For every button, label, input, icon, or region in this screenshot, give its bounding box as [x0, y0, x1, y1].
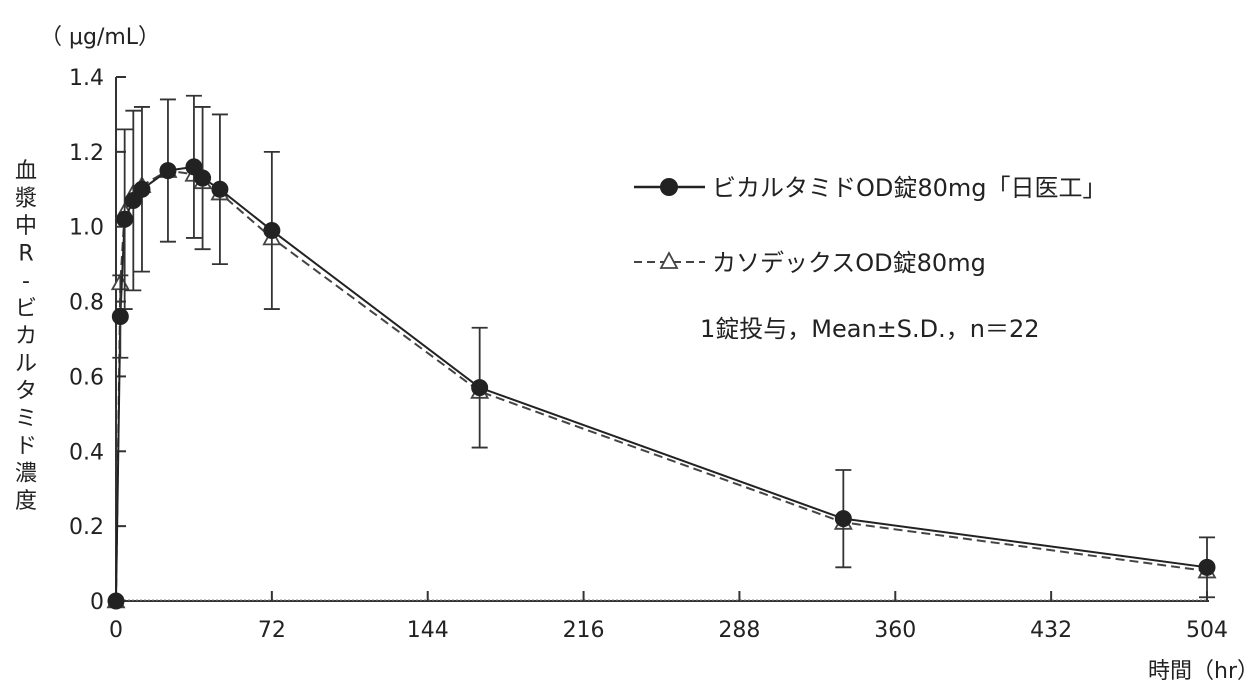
legend-label-1: ビカルタミドOD錠80mg「日医工」: [712, 174, 1107, 202]
legend: ビカルタミドOD錠80mg「日医工」カソデックスOD錠80mg: [634, 174, 1107, 277]
y-axis-title-char: カ: [15, 324, 37, 349]
y-axis-title-char: タ: [15, 379, 37, 404]
y-tick-label: 0: [90, 590, 104, 615]
y-axis-title-char: R: [18, 242, 33, 267]
x-tick-label: 0: [109, 618, 123, 643]
y-tick-label: 1.4: [69, 66, 104, 91]
y-axis-title-char: -: [22, 269, 30, 294]
series-layer: [106, 94, 1217, 610]
data-point: [471, 379, 489, 397]
legend-marker-2: [659, 251, 679, 269]
y-tick-label: 0.4: [69, 440, 104, 465]
legend-marker-1: [660, 178, 678, 196]
x-tick-label: 216: [563, 618, 605, 643]
y-axis-title-char: ミ: [15, 407, 37, 432]
data-point: [263, 221, 281, 239]
y-tick-label: 0.8: [69, 291, 104, 316]
data-point: [834, 510, 852, 528]
data-point: [211, 180, 229, 198]
data-point: [194, 169, 212, 187]
y-axis-title-char: 度: [15, 489, 37, 514]
y-axis-title-char: 濃: [15, 462, 37, 487]
x-tick-label: 504: [1186, 618, 1228, 643]
x-tick-label: 288: [718, 618, 760, 643]
y-axis-title-char: ド: [15, 434, 37, 459]
series-1: [107, 94, 1216, 610]
data-point: [107, 592, 125, 610]
y-tick-label: 0.6: [69, 365, 104, 390]
y-tick-label: 1.0: [69, 216, 104, 241]
y-axis-title-char: 漿: [15, 187, 37, 212]
x-tick-label: 144: [407, 618, 449, 643]
data-point: [1198, 558, 1216, 576]
data-point: [159, 162, 177, 180]
data-point: [124, 192, 142, 210]
data-point: [185, 158, 203, 176]
legend-label-2: カソデックスOD錠80mg: [712, 249, 986, 277]
x-tick-label: 72: [258, 618, 286, 643]
axes: 0 0.2 0.4 0.6 0.8 1.0 1.2 1.4 0 72 144 216 288 360 432…: [69, 66, 1228, 643]
y-tick-label: 0.2: [69, 515, 104, 540]
data-point: [111, 308, 129, 326]
y-axis-title-char: 血: [15, 159, 37, 184]
data-point: [116, 210, 134, 228]
x-axis-title: 時間（hr）: [1148, 659, 1259, 684]
y-axis-title-char: ビ: [15, 297, 37, 322]
chart-note: 1錠投与，Mean±S.D.，n＝22: [700, 315, 1040, 343]
y-tick-label: 1.2: [69, 141, 104, 166]
y-axis-title-char: ル: [15, 352, 37, 377]
y-unit-label: （ μg/mL）: [40, 25, 160, 50]
x-tick-label: 360: [874, 618, 916, 643]
x-tick-label: 432: [1030, 618, 1072, 643]
y-axis-title-char: 中: [15, 214, 37, 239]
data-point: [133, 180, 151, 198]
